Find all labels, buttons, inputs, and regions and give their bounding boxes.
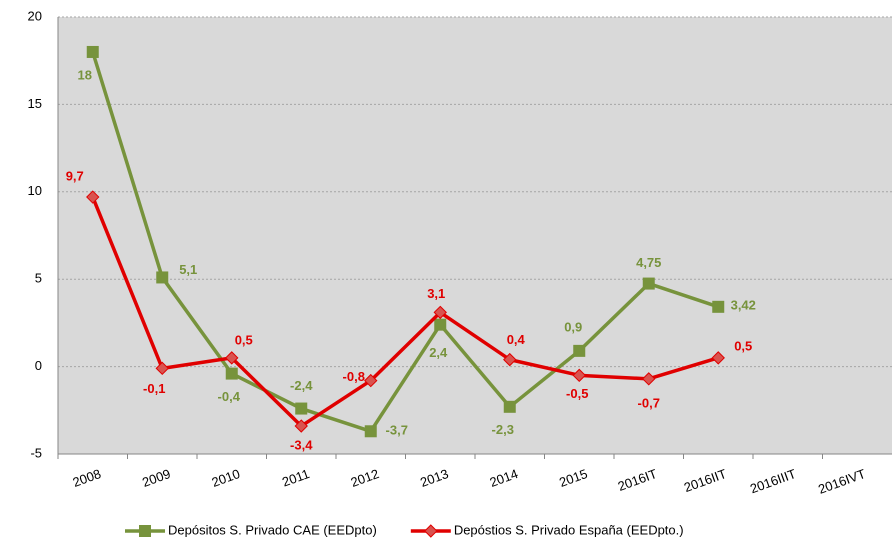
value-label: -3,4	[290, 437, 313, 452]
marker	[86, 45, 99, 58]
y-tick-label: 10	[28, 183, 42, 198]
marker	[225, 351, 239, 365]
value-label: -0,7	[638, 395, 660, 410]
value-label: 3,1	[427, 286, 445, 301]
x-tick-label: 2011	[280, 466, 311, 490]
y-tick-label: 0	[35, 358, 42, 373]
x-tick-label: 2015	[557, 466, 589, 490]
marker	[225, 367, 238, 380]
value-label: -2,4	[290, 378, 313, 393]
marker	[155, 361, 169, 376]
x-tick-label: 2016IIIT	[748, 466, 798, 496]
marker	[572, 368, 586, 383]
value-label: 18	[78, 67, 92, 82]
x-tick-label: 2016IIT	[682, 466, 729, 495]
legend-label: Depóstios S. Privado España (EEDpto.)	[454, 522, 684, 537]
x-tick-label: 2010	[210, 466, 242, 490]
value-label: 0,4	[507, 332, 526, 347]
y-tick-label: -5	[30, 445, 42, 460]
value-label: 5,1	[179, 262, 197, 277]
marker	[294, 419, 308, 433]
x-tick-label: 2016IT	[616, 466, 659, 494]
value-label: 0,5	[235, 332, 253, 347]
marker	[434, 318, 447, 331]
marker	[156, 271, 169, 284]
x-tick-label: 2016IVT	[816, 466, 867, 497]
value-label: -0,4	[218, 389, 241, 404]
y-tick-label: 5	[35, 271, 42, 286]
legend-marker	[139, 525, 151, 537]
x-tick-label: 2014	[488, 466, 520, 490]
value-label: -0,1	[143, 381, 165, 396]
marker	[86, 190, 100, 204]
legend-marker	[424, 524, 438, 538]
value-label: 0,5	[734, 338, 752, 353]
series-line	[91, 196, 719, 428]
x-tick-label: 2008	[71, 466, 103, 490]
value-label: -0,8	[343, 369, 365, 384]
marker	[642, 277, 655, 290]
x-tick-label: 2009	[140, 466, 172, 490]
marker	[295, 402, 308, 415]
marker	[503, 352, 517, 367]
marker	[503, 400, 516, 413]
series-line	[91, 51, 719, 434]
marker	[642, 372, 656, 386]
value-label: 2,4	[429, 345, 448, 360]
plot-area	[58, 17, 892, 454]
marker	[711, 351, 725, 365]
marker	[364, 373, 378, 388]
value-label: -2,3	[492, 422, 514, 437]
y-tick-label: 20	[28, 8, 42, 23]
x-tick-label: 2013	[418, 466, 450, 490]
value-label: -3,7	[386, 423, 408, 438]
legend-label: Depósitos S. Privado CAE (EEDpto)	[168, 522, 377, 537]
x-tick-label: 2012	[349, 466, 381, 490]
value-label: 4,75	[636, 255, 661, 270]
marker	[712, 300, 725, 313]
value-label: 0,9	[564, 319, 582, 334]
value-label: -0,5	[566, 386, 588, 401]
marker	[364, 425, 377, 438]
value-label: 3,42	[731, 297, 756, 312]
marker	[433, 305, 447, 320]
marker	[573, 344, 586, 357]
y-tick-label: 15	[28, 96, 42, 111]
value-label: 9,7	[66, 168, 84, 183]
